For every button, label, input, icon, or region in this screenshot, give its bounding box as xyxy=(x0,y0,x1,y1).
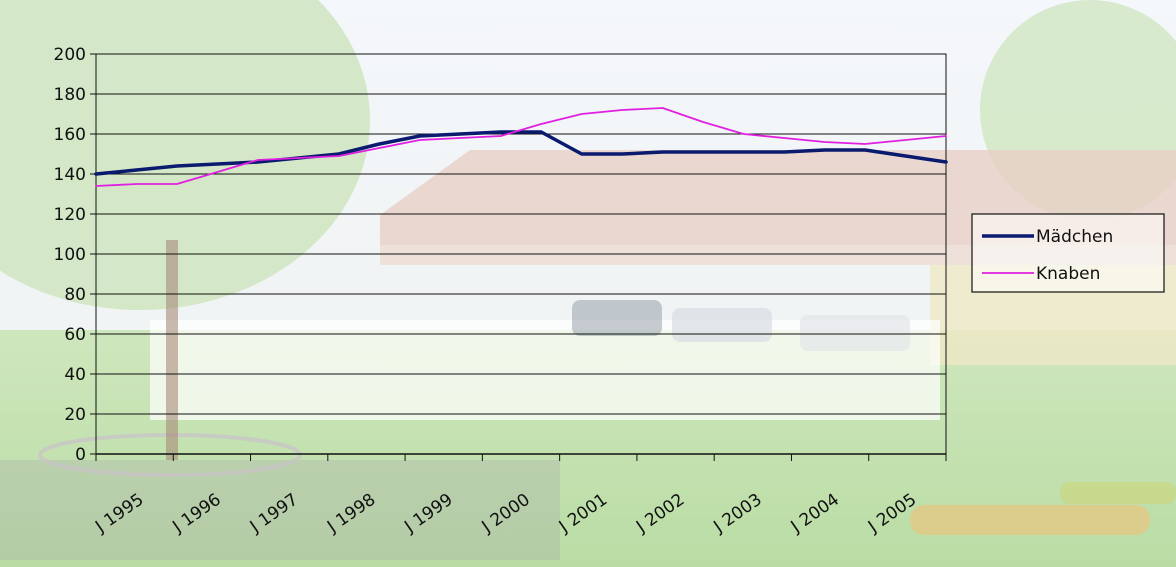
legend-label-maedchen: Mädchen xyxy=(1036,227,1113,247)
y-tick-label: 180 xyxy=(54,85,86,105)
y-axis-tick-labels: 0 20 40 60 80 100 120 140 160 180 200 xyxy=(54,45,86,465)
y-tick-label: 0 xyxy=(75,445,86,465)
chart-axes xyxy=(90,53,947,461)
y-tick-label: 120 xyxy=(54,205,86,225)
y-tick-label: 100 xyxy=(54,245,86,265)
legend-label-knaben: Knaben xyxy=(1036,264,1100,284)
y-tick-label: 160 xyxy=(54,125,86,145)
series-line-maedchen xyxy=(94,130,948,176)
legend: Mädchen Knaben xyxy=(971,213,1165,293)
y-tick-label: 80 xyxy=(64,285,86,305)
y-tick-label: 200 xyxy=(54,45,86,65)
series-lines xyxy=(94,107,948,187)
y-tick-label: 40 xyxy=(64,365,86,385)
series-line-knaben xyxy=(95,107,947,187)
y-tick-label: 60 xyxy=(64,325,86,345)
y-tick-label: 140 xyxy=(54,165,86,185)
legend-box xyxy=(971,213,1165,293)
horizontal-gridlines xyxy=(96,53,946,415)
y-tick-label: 20 xyxy=(64,405,86,425)
